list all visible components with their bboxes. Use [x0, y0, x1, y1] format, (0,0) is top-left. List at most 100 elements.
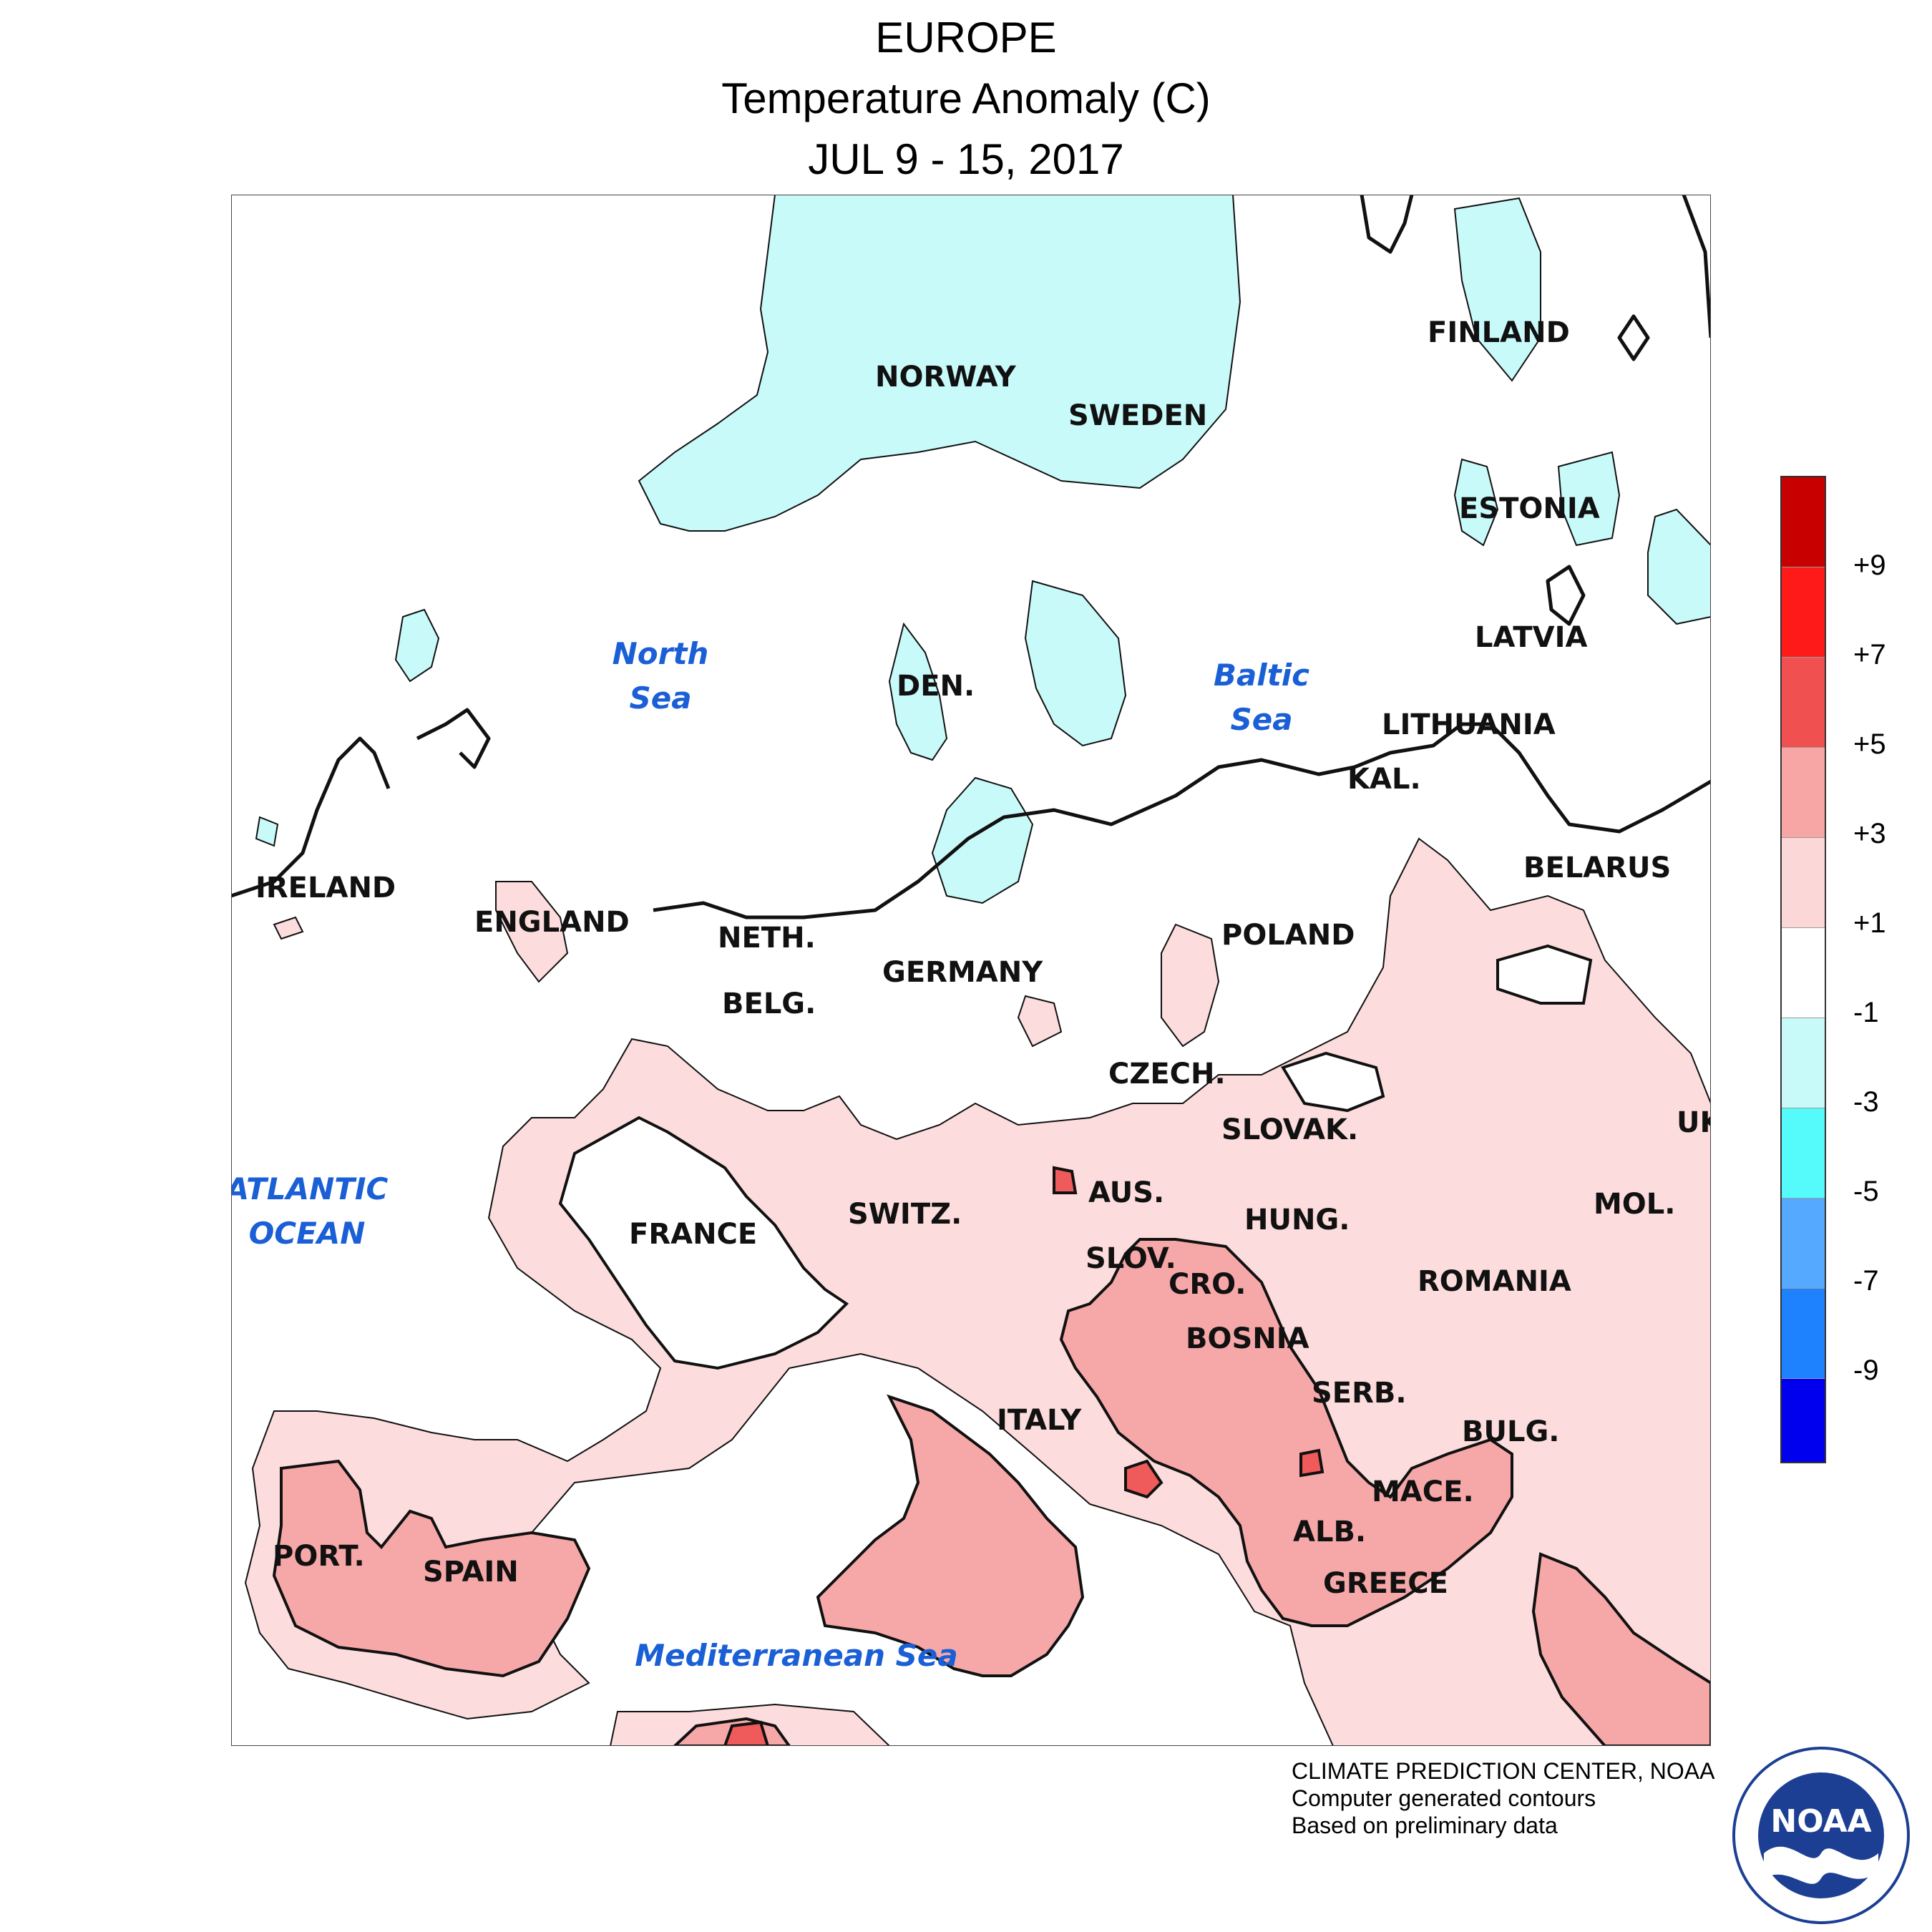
legend-tick-minus1: -1	[1853, 997, 1879, 1028]
cold-area-denmark	[888, 622, 948, 761]
zero-contour-russia	[1682, 194, 1713, 338]
label-spain: SPAIN	[423, 1556, 519, 1589]
legend-tick-plus3: +3	[1853, 818, 1886, 849]
label-ukraine: UK	[1677, 1106, 1711, 1139]
warm-area-england	[495, 881, 569, 983]
map-variable-title: Temperature Anomaly (C)	[721, 74, 1211, 122]
label-finland: FINLAND	[1428, 316, 1570, 349]
zero-contour-scotland	[416, 708, 491, 769]
legend-tick-minus5: -5	[1853, 1176, 1879, 1207]
label-switzerland: SWITZ.	[848, 1198, 962, 1231]
legend-tick-minus7: -7	[1853, 1265, 1879, 1297]
label-croatia: CRO.	[1169, 1268, 1246, 1301]
label-ireland: IRELAND	[255, 872, 396, 904]
label-latvia: LATVIA	[1475, 621, 1587, 654]
label-austria: AUS.	[1088, 1176, 1164, 1209]
label-baltic-sea-line2: Sea	[1230, 702, 1292, 737]
noaa-logo-wordmark: NOAA	[1770, 1803, 1871, 1840]
zero-contour-finland	[1360, 194, 1414, 254]
legend-swatch-above-9	[1782, 477, 1825, 567]
legend-tick-plus1: +1	[1853, 907, 1886, 939]
label-estonia: ESTONIA	[1459, 492, 1600, 525]
cold-anomaly-areas	[255, 194, 1712, 904]
legend-tick-plus9: +9	[1853, 550, 1886, 581]
cold-area-sweden-south	[1024, 580, 1127, 747]
noaa-logo: NOAA	[1732, 1746, 1911, 1925]
zero-contours	[230, 194, 1713, 919]
label-france: FRANCE	[629, 1218, 757, 1251]
warm-area-ireland	[273, 916, 304, 940]
zero-contour-west	[230, 736, 391, 898]
label-serbia: SERB.	[1312, 1377, 1407, 1410]
country-labels: NORWAY SWEDEN FINLAND ESTONIA LATVIA LIT…	[255, 316, 1723, 1600]
legend-tick-plus5: +5	[1853, 728, 1886, 760]
legend-swatch-5-7	[1782, 658, 1825, 748]
noaa-logo-svg: NOAA	[1732, 1747, 1910, 1924]
label-moldova: MOL.	[1594, 1188, 1676, 1221]
label-portugal: PORT.	[273, 1540, 365, 1573]
label-england: ENGLAND	[474, 906, 630, 939]
cold-area-ireland	[255, 816, 279, 847]
legend-swatch-below-neg9	[1782, 1379, 1825, 1462]
neutral-area-belarus	[1496, 944, 1593, 1005]
credit-line-2: Computer generated contours	[1292, 1785, 1596, 1811]
anomaly-map: NORWAY SWEDEN FINLAND ESTONIA LATVIA LIT…	[224, 194, 1723, 1747]
label-romania: ROMANIA	[1418, 1265, 1571, 1298]
credit-line-1: CLIMATE PREDICTION CENTER, NOAA	[1292, 1758, 1715, 1784]
label-poland: POLAND	[1221, 919, 1355, 952]
warm-area-germany-south	[1017, 995, 1063, 1048]
neutral-anomaly-areas	[558, 944, 1593, 1370]
label-lithuania: LITHUANIA	[1382, 708, 1556, 741]
label-north-sea-line1: North	[613, 636, 709, 671]
neutral-area-france-north	[558, 1116, 849, 1370]
sea-labels: North Sea Baltic Sea ATLANTIC OCEAN Medi…	[224, 636, 1309, 1673]
legend-swatch-neg5-neg7	[1782, 1199, 1825, 1289]
label-atlantic-line2: OCEAN	[249, 1216, 366, 1251]
map-period-title: JUL 9 - 15, 2017	[808, 135, 1124, 183]
very-warm-spot-italy	[1124, 1459, 1163, 1499]
zero-contour-finland-east	[1617, 314, 1650, 361]
anomaly-map-svg: NORWAY SWEDEN FINLAND ESTONIA LATVIA LIT…	[224, 194, 1723, 1747]
label-albania: ALB.	[1293, 1516, 1366, 1548]
label-kaliningrad: KAL.	[1347, 763, 1421, 796]
legend-tick-plus7: +7	[1853, 639, 1886, 670]
strong-warm-anomaly-areas	[272, 1238, 1712, 1747]
map-region-title: EUROPE	[875, 14, 1057, 62]
cold-area-estonia-east	[1557, 451, 1621, 547]
label-macedonia: MACE.	[1372, 1475, 1474, 1508]
legend-swatch-7-9	[1782, 567, 1825, 658]
legend-swatch-1-3	[1782, 838, 1825, 928]
credit-line-3: Based on preliminary data	[1292, 1813, 1558, 1838]
cold-area-estonia-west	[1453, 458, 1499, 547]
label-netherlands: NETH.	[718, 922, 816, 955]
label-slovenia: SLOV.	[1085, 1242, 1176, 1275]
label-norway: NORWAY	[875, 361, 1017, 394]
label-slovakia: SLOVAK.	[1221, 1113, 1358, 1146]
cold-area-scotland	[394, 608, 440, 683]
label-czechia: CZECH.	[1108, 1058, 1226, 1091]
label-baltic-sea-line1: Baltic	[1214, 658, 1309, 693]
label-italy: ITALY	[997, 1404, 1082, 1437]
strong-warm-area-balkans	[1059, 1238, 1513, 1627]
legend-swatch-3-5	[1782, 748, 1825, 838]
cold-area-norway-sweden	[638, 194, 1241, 532]
label-belarus: BELARUS	[1523, 852, 1671, 884]
legend-tick-minus3: -3	[1853, 1086, 1879, 1118]
label-north-sea-line2: Sea	[629, 680, 691, 716]
legend-swatch-neg1-neg3	[1782, 1018, 1825, 1108]
label-bosnia: BOSNIA	[1186, 1322, 1309, 1355]
noaa-logo-gull-icon	[1764, 1846, 1878, 1884]
cold-area-sweden-southwest	[931, 776, 1034, 904]
cold-area-russia-east	[1647, 508, 1712, 625]
label-greece: GREECE	[1323, 1567, 1448, 1600]
label-hungary: HUNG.	[1244, 1204, 1350, 1236]
label-belgium: BELG.	[722, 987, 816, 1020]
neutral-area-slovakia	[1281, 1051, 1385, 1113]
warm-area-poland-west	[1161, 923, 1220, 1048]
label-sweden: SWEDEN	[1068, 399, 1207, 432]
label-mediterranean: Mediterranean Sea	[635, 1638, 957, 1673]
legend-swatch-neg7-neg9	[1782, 1289, 1825, 1379]
cold-area-finland	[1453, 197, 1541, 382]
legend-swatch-neg3-neg5	[1782, 1108, 1825, 1199]
very-warm-anomaly-spots	[723, 1166, 1324, 1747]
